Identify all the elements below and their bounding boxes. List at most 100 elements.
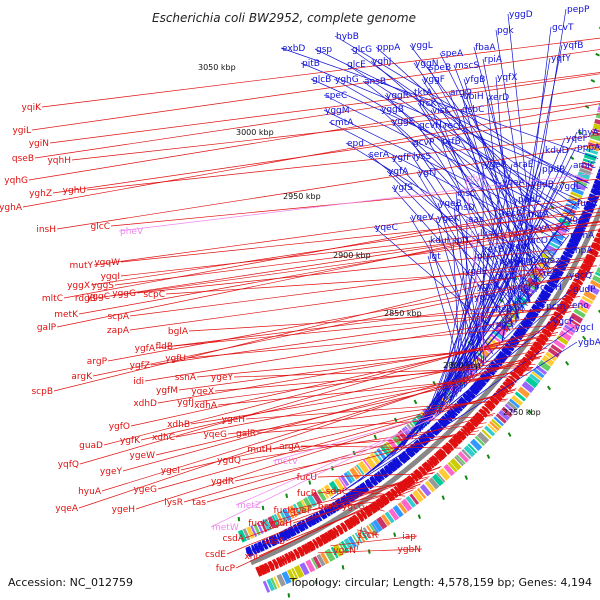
label-connector [214, 363, 536, 392]
gene-feature [310, 557, 319, 570]
gene-feature [580, 164, 593, 172]
gene-feature [445, 442, 454, 452]
gene-feature [315, 536, 324, 548]
label-connector [90, 208, 600, 286]
gene-feature [359, 481, 370, 494]
gene-feature [467, 443, 478, 454]
gene-feature [379, 467, 390, 479]
gene-label: gudP [573, 285, 596, 295]
gene-feature [253, 543, 261, 554]
gene-label: yggF [423, 75, 445, 85]
gene-feature [327, 528, 337, 541]
gene-feature [498, 409, 511, 421]
gene-label: gcvA [528, 223, 551, 233]
gene-feature [255, 566, 263, 577]
gene-feature [478, 408, 488, 418]
gene-feature [340, 496, 348, 507]
label-connector [379, 108, 551, 269]
gene-label: dsbC [462, 105, 484, 115]
gene-feature [577, 171, 591, 180]
label-connector [419, 296, 474, 433]
gene-feature [564, 324, 576, 334]
kbp-tick-label: 2900 kbp [333, 251, 371, 260]
gene-feature [359, 529, 369, 541]
gene-label: yqiK [22, 103, 43, 113]
label-connector [317, 473, 434, 478]
label-connector [334, 35, 588, 189]
gene-feature [372, 519, 383, 532]
gene-feature [588, 139, 600, 146]
gene-feature [568, 283, 581, 294]
gene-feature [433, 453, 442, 462]
gene-feature [384, 511, 395, 524]
gene-label: metW [212, 523, 239, 533]
gene-feature [565, 203, 578, 211]
gene-label: yqeX [191, 387, 214, 397]
gene-feature [416, 487, 427, 499]
label-connector [460, 108, 519, 320]
gene-label: yggN [415, 59, 438, 69]
gene-feature [436, 472, 446, 483]
gene-feature [448, 437, 459, 449]
gene-label: xni [244, 552, 258, 562]
gene-label: rpiA [484, 55, 503, 65]
gene-feature [362, 527, 372, 539]
gene-feature [555, 262, 567, 271]
gene-feature [476, 431, 490, 445]
label-connector [435, 217, 481, 370]
gene-label: ygeK [437, 214, 461, 224]
gene-label: ssnA [175, 373, 197, 383]
gene-label: idi [133, 377, 144, 387]
gene-label: rumA [570, 231, 595, 241]
label-connector [78, 220, 600, 315]
gene-feature [281, 554, 288, 565]
label-connector [372, 305, 546, 471]
gene-feature [279, 556, 286, 566]
gene-label: ygeH [222, 415, 245, 425]
gene-feature [267, 560, 275, 572]
gene-feature [287, 551, 294, 562]
label-connector [22, 103, 600, 208]
gene-feature [237, 529, 248, 543]
gene-feature [428, 477, 440, 490]
gene-label: ygdH [268, 519, 292, 529]
label-connector [507, 13, 539, 290]
gene-feature [435, 450, 446, 461]
gene-feature [300, 499, 309, 511]
gene-feature [597, 168, 600, 174]
gene-feature [363, 459, 372, 470]
gene-feature [305, 559, 316, 573]
gene-label: ygiN [29, 139, 49, 149]
gene-label: yghG [335, 75, 359, 85]
label-connector [86, 134, 600, 191]
label-connector [391, 186, 515, 326]
gene-label: yqhG [4, 176, 28, 186]
gene-feature [323, 484, 335, 498]
gene-feature [587, 248, 599, 257]
label-connector [129, 255, 600, 317]
label-lines-layer [22, 8, 600, 569]
label-connector [217, 374, 528, 406]
gene-label: xdhC [152, 433, 175, 443]
gene-feature [281, 571, 292, 585]
gene-feature [576, 304, 589, 314]
gene-feature [568, 318, 580, 327]
gene-feature [518, 324, 528, 332]
gene-feature [412, 490, 424, 503]
gene-label: visC [432, 106, 451, 116]
gene-feature [257, 541, 265, 552]
gene-feature [301, 519, 309, 530]
gene-label: ygeI [161, 466, 180, 476]
gene-label: hybB [336, 32, 359, 42]
gene-feature [305, 517, 313, 528]
gene-label: yggB [381, 105, 404, 115]
gene-label: iap [402, 532, 416, 542]
gene-feature [246, 526, 255, 539]
gene-label: insC [457, 189, 476, 199]
gene-feature [570, 312, 584, 324]
marker-dash [590, 79, 596, 83]
gene-label: cmtA [330, 118, 354, 128]
marker-dash [464, 475, 469, 480]
gene-feature [593, 237, 600, 245]
gene-label: fucP [216, 564, 236, 574]
